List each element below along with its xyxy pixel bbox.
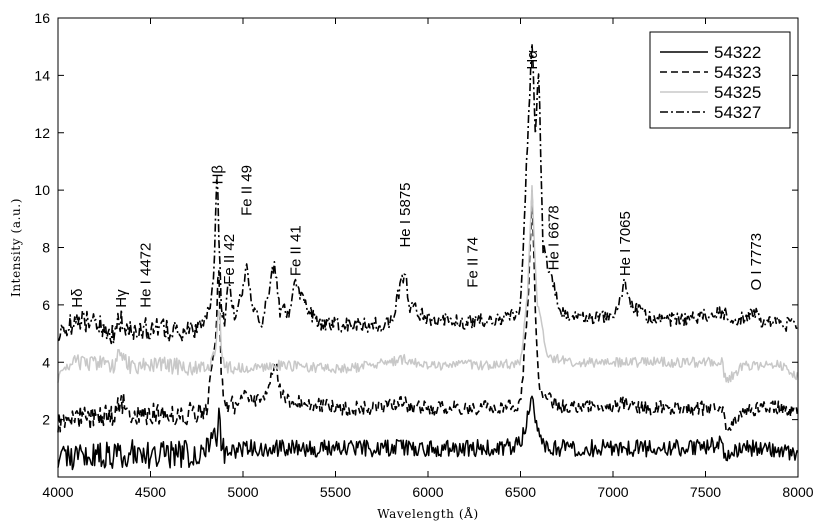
line-annotation: Hγ — [113, 289, 130, 308]
line-annotation: He I 6678 — [545, 205, 562, 270]
line-annotation: He I 4472 — [137, 243, 154, 308]
y-tick-label: 14 — [34, 67, 50, 83]
y-axis-label: Intensity (a.u.) — [9, 198, 23, 297]
y-tick-label: 8 — [42, 240, 50, 256]
x-tick-label: 6500 — [505, 484, 536, 500]
x-tick-label: 4500 — [135, 484, 166, 500]
x-tick-label: 7000 — [597, 484, 628, 500]
x-tick-label: 4000 — [42, 484, 73, 500]
line-annotation: Fe II 41 — [287, 225, 304, 276]
x-tick-label: 7500 — [690, 484, 721, 500]
y-tick-label: 16 — [34, 10, 50, 26]
x-tick-label: 5500 — [320, 484, 351, 500]
x-tick-label: 6000 — [412, 484, 443, 500]
line-annotation: He I 7065 — [617, 211, 634, 276]
line-annotation: Fe II 74 — [464, 237, 481, 288]
legend-entry: 54327 — [714, 103, 761, 122]
series-line-54323 — [57, 190, 799, 433]
line-annotation: Fe II 49 — [238, 165, 255, 216]
y-tick-label: 4 — [42, 354, 50, 370]
x-tick-label: 5000 — [227, 484, 258, 500]
series-line-54325 — [57, 184, 799, 384]
line-annotation: Fe II 42 — [221, 234, 238, 285]
annotation-layer: Hδ Hγ He I 4472 Hβ Fe II 42 Fe II 49 Fe II 41 H… — [69, 50, 765, 308]
line-annotation: Hα — [524, 50, 541, 70]
line-annotation: Hδ — [69, 289, 86, 308]
legend-entry: 54325 — [714, 83, 761, 102]
y-tick-label: 12 — [34, 125, 50, 141]
series-line-54327 — [57, 42, 798, 345]
y-tick-label: 2 — [42, 412, 50, 428]
x-tick-label: 8000 — [782, 484, 813, 500]
line-annotation: O I 7773 — [748, 233, 765, 291]
legend-entry: 54322 — [714, 43, 761, 62]
series-layer — [57, 42, 799, 471]
ticks-layer: 4000 4500 5000 5500 6000 6500 7000 7500 8000 2 4 6 8… — [34, 10, 813, 500]
legend-box — [649, 31, 791, 129]
line-annotation: He I 5875 — [397, 182, 414, 247]
y-tick-label: 6 — [42, 297, 50, 313]
series-line-54322 — [57, 395, 799, 471]
legend-entry: 54323 — [714, 63, 761, 82]
x-axis-label: Wavelength (Å) — [377, 506, 478, 521]
line-annotation: Hβ — [209, 165, 226, 185]
y-tick-label: 10 — [34, 182, 50, 198]
